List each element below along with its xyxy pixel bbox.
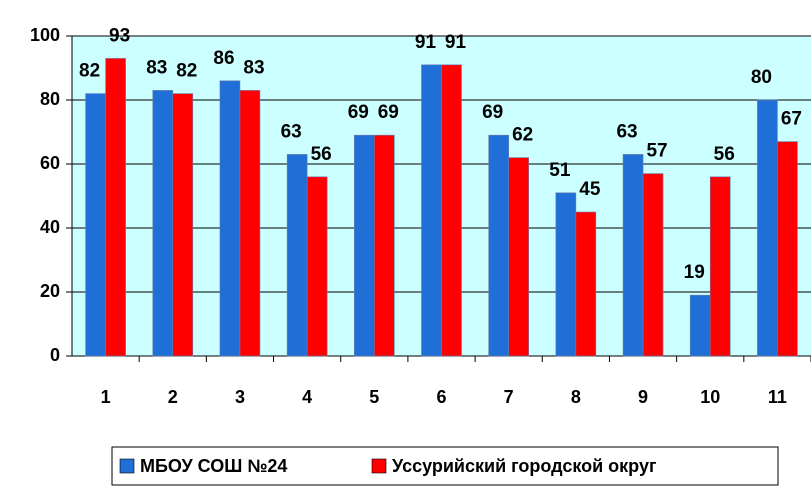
data-label: 67 (781, 109, 802, 130)
bar (622, 154, 644, 357)
x-tick-label: 7 (504, 387, 514, 407)
data-label: 69 (348, 102, 369, 123)
data-label: 83 (243, 57, 264, 78)
data-label: 19 (684, 262, 705, 283)
data-label: 63 (616, 121, 637, 142)
x-tick-label: 6 (436, 387, 446, 407)
legend-box (111, 446, 779, 486)
bar (642, 173, 664, 357)
bar (508, 157, 529, 357)
legend-swatch (119, 458, 135, 474)
bar (689, 294, 711, 357)
legend-label: Уссурийский городской округ (392, 456, 657, 476)
bar (219, 80, 241, 357)
bar (777, 141, 798, 357)
data-label: 91 (445, 32, 467, 53)
data-label: 91 (415, 32, 437, 53)
bar (575, 211, 597, 357)
x-tick-label: 8 (571, 387, 581, 407)
data-label: 83 (146, 57, 167, 78)
x-tick-label: 9 (638, 387, 648, 407)
bar (85, 93, 106, 357)
data-label: 56 (311, 144, 332, 165)
x-tick-label: 1 (101, 387, 111, 407)
y-tick-label: 20 (40, 281, 60, 301)
legend-label: МБОУ СОШ №24 (140, 456, 287, 476)
y-tick-label: 80 (40, 89, 60, 109)
data-label: 56 (714, 144, 735, 165)
bar (441, 64, 462, 357)
x-tick-label: 5 (369, 387, 379, 407)
data-label: 93 (109, 25, 130, 46)
y-tick-label: 60 (40, 153, 60, 173)
data-label: 80 (751, 67, 772, 88)
bar (152, 90, 174, 357)
bar (374, 134, 395, 357)
bar (354, 134, 375, 357)
y-tick-label: 40 (40, 217, 60, 237)
data-label: 45 (579, 179, 601, 200)
x-tick-label: 11 (768, 387, 787, 407)
y-tick-label: 0 (50, 345, 60, 365)
bar (239, 90, 261, 357)
bar (757, 99, 778, 357)
x-tick-label: 10 (700, 387, 720, 407)
data-label: 82 (79, 61, 100, 82)
bar (555, 192, 577, 357)
bar (709, 176, 731, 357)
data-label: 82 (176, 61, 197, 82)
bar (172, 93, 194, 357)
data-label: 51 (549, 160, 571, 181)
data-label: 69 (378, 102, 399, 123)
bar (105, 58, 126, 357)
y-tick-label: 100 (30, 25, 60, 45)
bar (488, 134, 509, 357)
legend-swatch (371, 458, 387, 474)
bar (306, 176, 328, 357)
data-label: 86 (213, 48, 234, 69)
x-tick-label: 3 (235, 387, 245, 407)
bar (421, 64, 442, 357)
x-tick-label: 2 (168, 387, 178, 407)
bar (286, 154, 308, 357)
data-label: 69 (482, 102, 503, 123)
data-label: 57 (646, 141, 667, 162)
data-label: 62 (512, 125, 533, 146)
data-label: 63 (281, 121, 302, 142)
x-tick-label: 4 (302, 387, 312, 407)
